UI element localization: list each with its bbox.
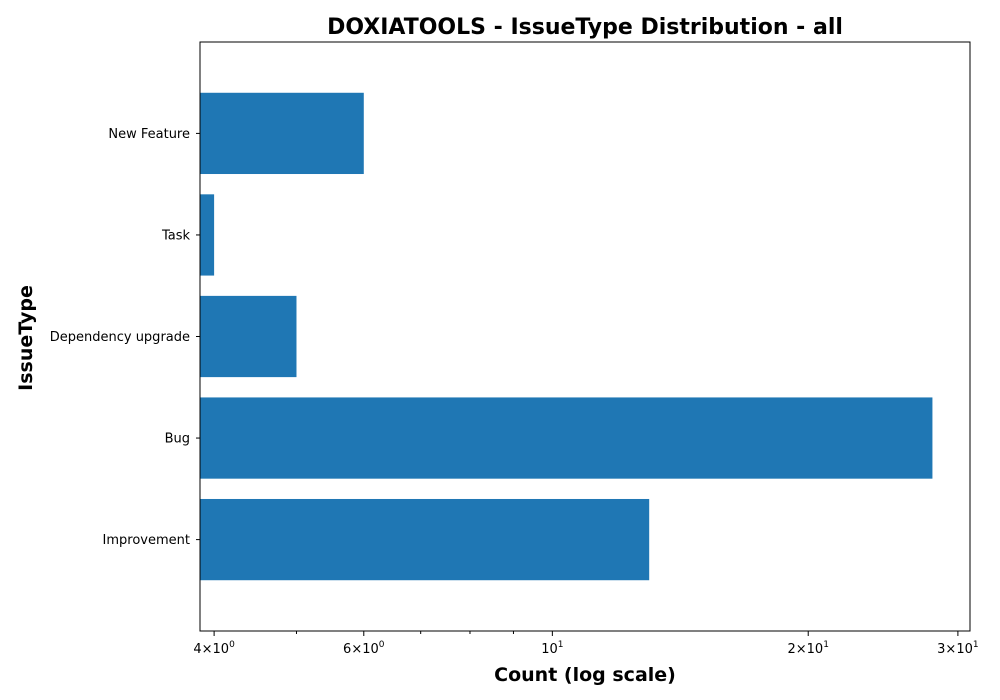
x-tick-label: 4×100 [193,640,235,657]
plot-frame [199,41,971,632]
y-tick-label-bug: Bug [165,432,190,447]
x-axis-ticks: 4×100 6×100 101 2×101 3×101 [193,631,979,657]
x-tick-label: 3×101 [937,640,978,657]
y-tick-label-dependency-upgrade: Dependency upgrade [50,330,190,345]
y-tick-label-improvement: Improvement [103,533,190,548]
x-axis-label: Count (log scale) [494,664,676,686]
bar-improvement [200,498,650,581]
bar-new-feature [200,92,364,175]
y-tick-label-task: Task [161,228,191,243]
bar-dependency-upgrade [200,295,297,378]
chart-title: DOXIATOOLS - IssueType Distribution - al… [327,15,843,40]
bars-group [200,92,933,581]
bar-task [200,194,215,276]
x-tick-label: 6×100 [343,640,385,657]
x-tick-label: 101 [541,640,563,657]
y-axis-ticks: Improvement Bug Dependency upgrade Task New … [50,127,200,548]
y-tick-label-new-feature: New Feature [108,127,190,142]
bar-bug [200,397,933,479]
x-tick-label: 2×101 [787,640,828,657]
y-axis-label: IssueType [15,285,37,391]
